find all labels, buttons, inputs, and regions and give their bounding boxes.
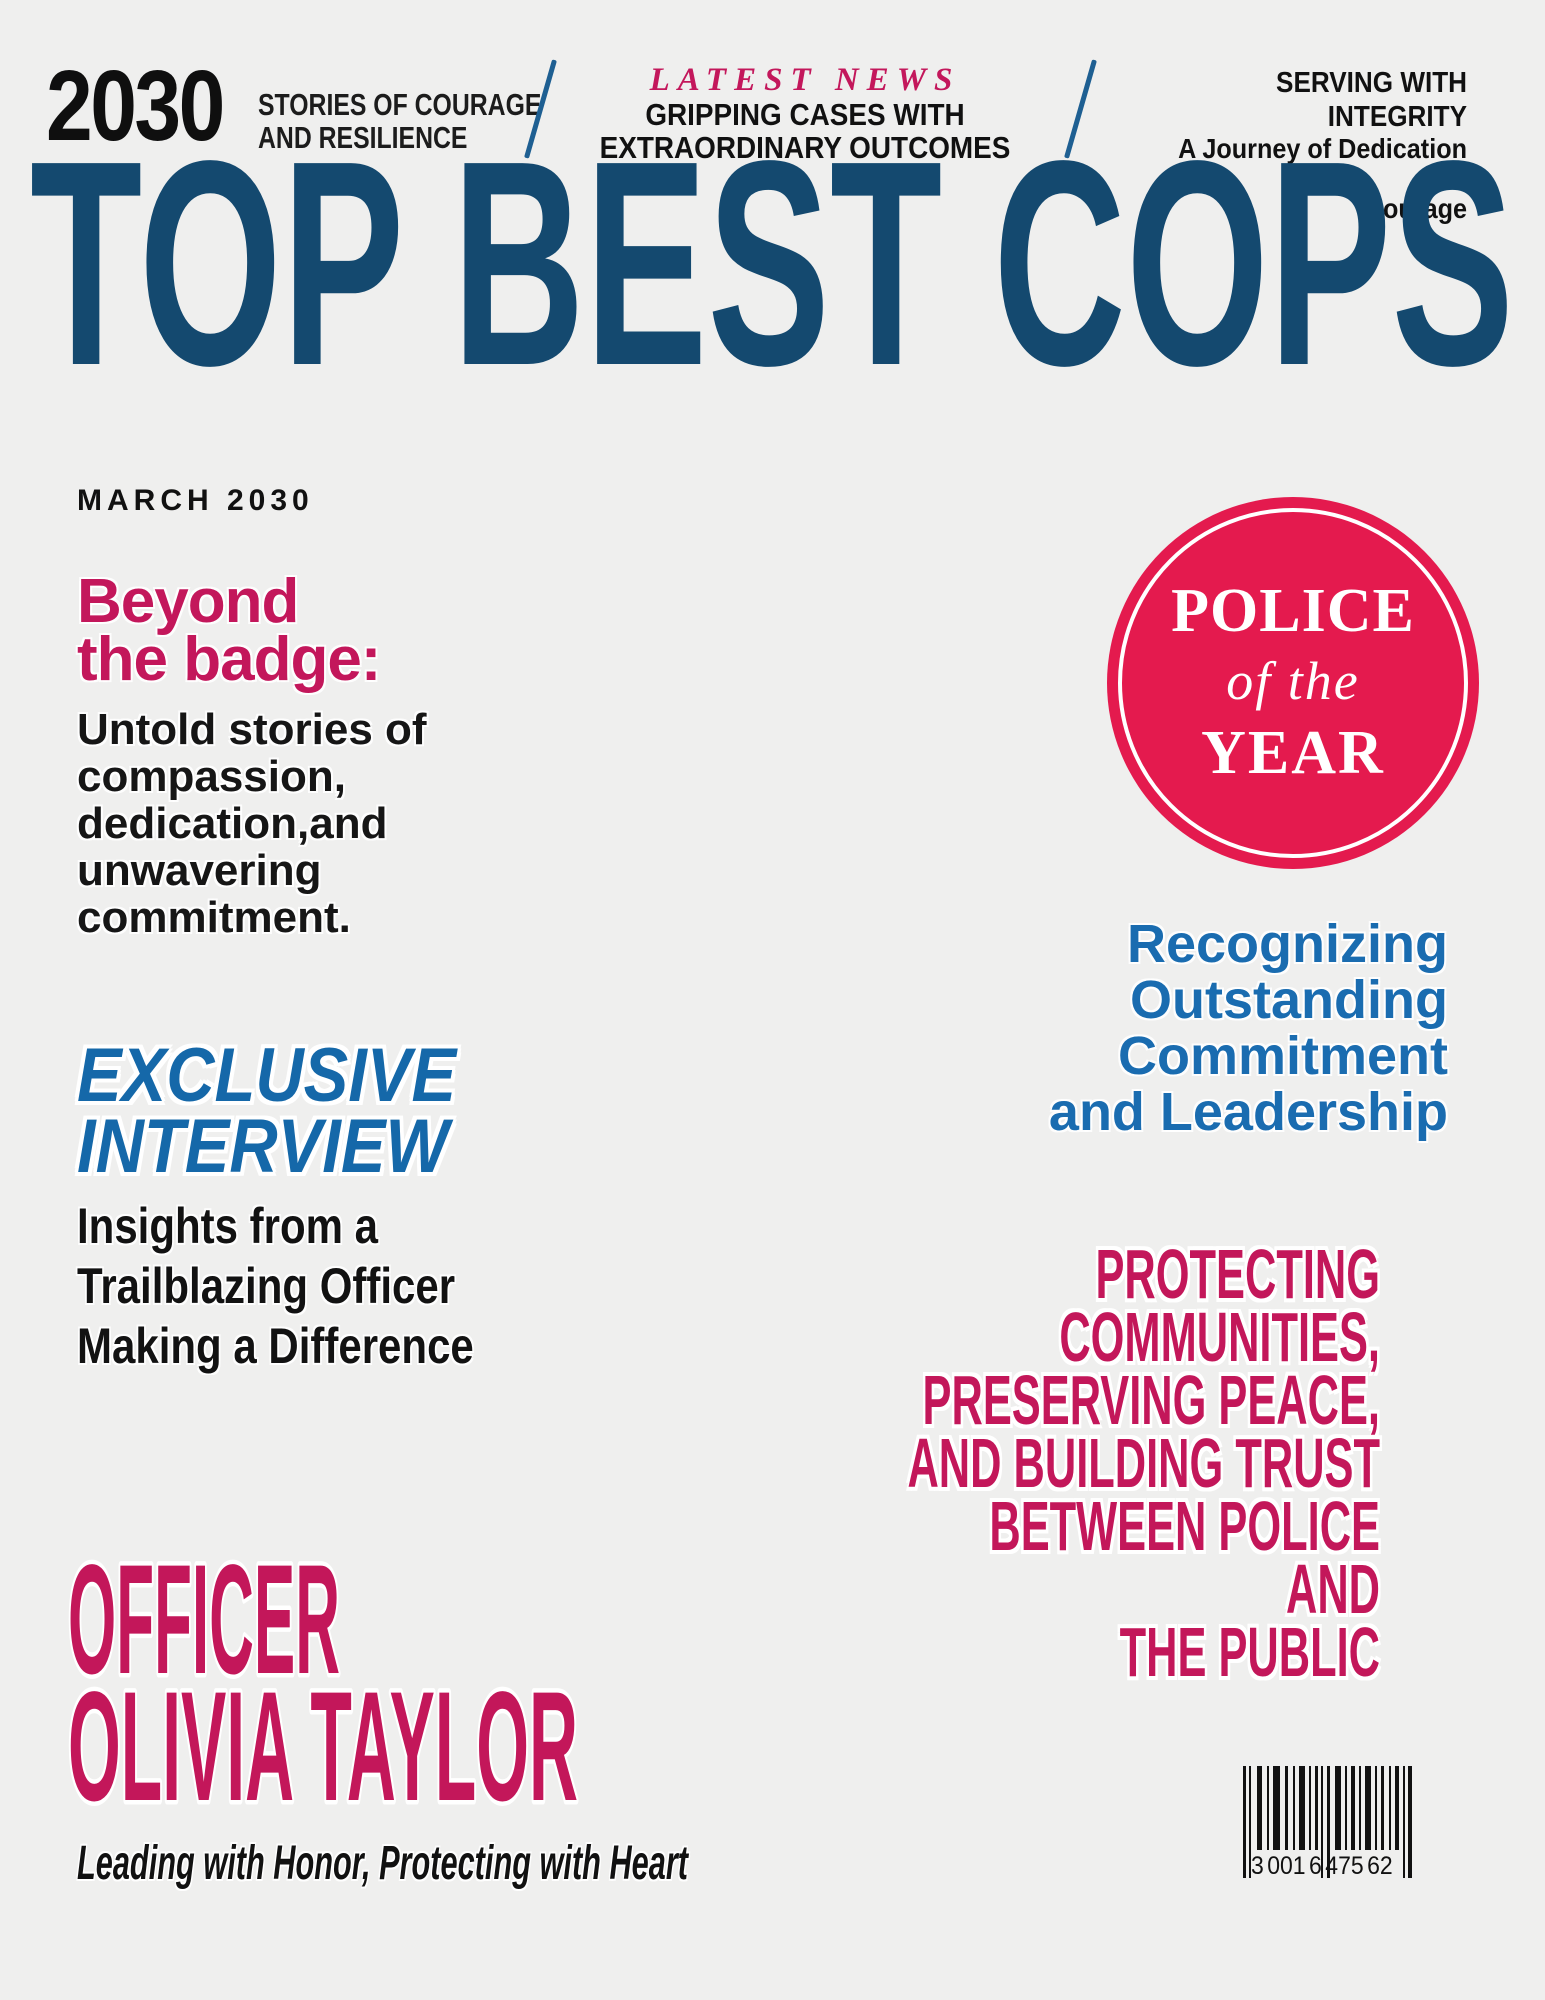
mission-line: THE PUBLIC [1119,1613,1380,1691]
barcode-digit-group: 3 [1251,1852,1264,1880]
serving-title: SERVING WITH INTEGRITY [1276,67,1467,133]
award-text: Recognizing Outstanding Commitment and L… [888,916,1448,1140]
serving-subtitle-line1: A Journey of Dedication and [1178,133,1467,194]
award-line: Commitment [1117,1026,1448,1086]
latest-news-line2: EXTRAORDINARY OUTCOMES [599,130,1011,165]
serving-subtitle-line2: Courage [1364,193,1467,224]
latest-news-subheadline: GRIPPING CASES WITH EXTRAORDINARY OUTCOM… [598,98,1012,164]
masthead-year-tagline: STORIES OF COURAGE AND RESILIENCE [258,88,541,154]
mission-text: PROTECTING COMMUNITIES, PRESERVING PEACE… [896,1235,1380,1691]
interview-body: Insights from a Trailblazing Officer Mak… [77,1196,474,1376]
feature-body-line: dedication,and [77,799,388,848]
interview-heading-line2: INTERVIEW [77,1104,449,1189]
magazine-title-text: TOP BEST COPS [30,152,1514,377]
cover-star-line1: OFFICER [68,1538,340,1707]
barcode: 3 001 6 475 62 [1243,1766,1413,1888]
feature-body-line: Untold stories of [77,705,427,754]
feature-body-line: compassion, [77,752,346,801]
barcode-digits: 3 001 6 475 62 [1251,1852,1393,1880]
latest-news-line1: GRIPPING CASES WITH [645,97,965,132]
mission-line: COMMUNITIES, [1059,1298,1380,1376]
police-of-year-badge: POLICE of the YEAR [1107,497,1479,869]
badge-ring [1118,508,1468,858]
barcode-digit-group: 475 [1325,1852,1364,1880]
interview-heading-line1: EXCLUSIVE [77,1033,457,1118]
masthead-right: SERVING WITH INTEGRITY A Journey of Dedi… [1143,66,1467,224]
barcode-bars-icon [1243,1766,1412,1878]
barcode-digit-group: 6 [1309,1852,1322,1880]
masthead-year: 2030 [46,50,225,162]
award-line: Outstanding [1130,970,1448,1030]
feature-body-line: commitment. [77,893,351,942]
cover-star-tagline: Leading with Honor, Protecting with Hear… [77,1837,689,1890]
interview-heading: EXCLUSIVE INTERVIEW [77,1033,457,1189]
barcode-digit-group: 62 [1367,1852,1393,1880]
interview-body-line: Trailblazing Officer [77,1258,456,1314]
masthead-center: LATEST NEWS GRIPPING CASES WITH EXTRAORD… [575,62,1035,164]
interview-body-line: Insights from a [77,1198,379,1254]
cover-star-line2: OLIVIA TAYLOR [68,1660,578,1818]
issue-date: MARCH 2030 [77,484,314,517]
award-line: Recognizing [1127,914,1448,974]
barcode-digit-group: 001 [1267,1852,1306,1880]
interview-body-line: Making a Difference [77,1318,474,1374]
magazine-title: TOP BEST COPS [30,152,1514,377]
award-line: and Leadership [1048,1082,1448,1142]
feature-heading-line2: the badge: [77,625,381,694]
mission-line: PRESERVING PEACE, [922,1361,1380,1439]
feature-body-line: unwavering [77,846,322,895]
mission-line: PROTECTING [1095,1235,1380,1313]
feature-heading: Beyond the badge: [77,567,381,694]
masthead-year-tagline-line1: STORIES OF COURAGE [258,87,542,122]
mission-line: BETWEEN POLICE AND [989,1487,1380,1628]
latest-news-kicker: LATEST NEWS [649,62,961,98]
feature-heading-line1: Beyond [77,567,299,636]
feature-body: Untold stories of compassion, dedication… [77,706,427,941]
masthead-year-tagline-line2: AND RESILIENCE [258,120,468,155]
mission-line: AND BUILDING TRUST [907,1424,1380,1502]
divider-slash-icon [1064,59,1097,159]
cover-star-name: OFFICER OLIVIA TAYLOR [64,1538,583,1818]
